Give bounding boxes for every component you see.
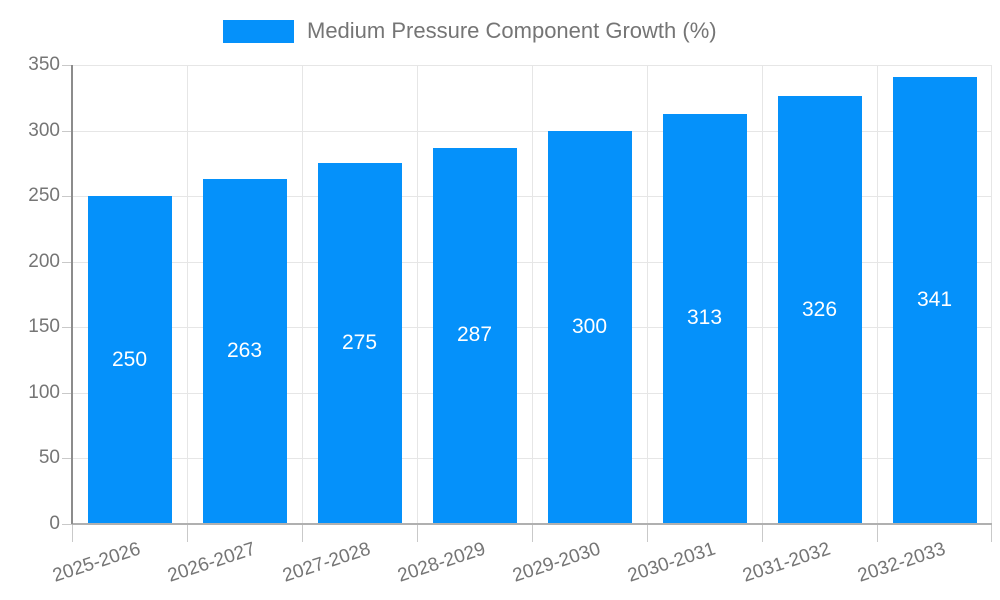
y-tick <box>62 524 72 525</box>
y-tick <box>62 131 72 132</box>
y-tick <box>62 196 72 197</box>
bar[interactable]: 326 <box>777 96 862 523</box>
v-gridline <box>877 65 878 524</box>
x-tick <box>187 524 188 542</box>
y-tick-label: 300 <box>28 120 60 141</box>
y-axis-line <box>71 65 73 524</box>
bar[interactable]: 263 <box>202 179 287 523</box>
legend-label: Medium Pressure Component Growth (%) <box>307 18 717 43</box>
bar-value-label: 275 <box>341 331 378 355</box>
x-axis-line <box>72 523 992 525</box>
legend-swatch <box>223 19 294 43</box>
bar-value-label: 250 <box>111 347 148 371</box>
bar-value-label: 300 <box>571 314 608 338</box>
v-gridline <box>532 65 533 524</box>
bar[interactable]: 313 <box>662 113 747 523</box>
y-tick-label: 50 <box>38 447 60 468</box>
y-tick-label: 350 <box>28 54 60 75</box>
bar-value-label: 287 <box>456 323 493 347</box>
bar[interactable]: 300 <box>547 130 632 523</box>
y-tick <box>62 327 72 328</box>
v-gridline <box>647 65 648 524</box>
y-tick-label: 200 <box>28 251 60 272</box>
bar-value-label: 341 <box>916 287 953 311</box>
x-tick <box>532 524 533 542</box>
x-tick <box>647 524 648 542</box>
y-tick-label: 100 <box>28 382 60 403</box>
y-tick <box>62 458 72 459</box>
x-tick <box>417 524 418 542</box>
y-tick <box>62 262 72 263</box>
v-gridline <box>187 65 188 524</box>
chart-legend: Medium Pressure Component Growth (%) <box>223 18 717 43</box>
bar[interactable]: 275 <box>317 163 402 523</box>
plot-area: 250 263 275 287 300 313 326 341 <box>62 65 992 542</box>
x-tick <box>762 524 763 542</box>
x-tick <box>302 524 303 542</box>
x-tick <box>72 524 73 542</box>
bar[interactable]: 341 <box>892 76 977 523</box>
y-tick-label: 250 <box>28 185 60 206</box>
y-tick <box>62 393 72 394</box>
v-gridline <box>302 65 303 524</box>
bar[interactable]: 287 <box>432 147 517 523</box>
y-tick <box>62 65 72 66</box>
y-tick-label: 150 <box>28 316 60 337</box>
v-gridline <box>762 65 763 524</box>
x-tick <box>877 524 878 542</box>
bar-value-label: 313 <box>686 306 723 330</box>
y-tick-label: 0 <box>49 513 60 534</box>
x-tick <box>991 524 992 542</box>
v-gridline <box>991 65 992 524</box>
bar-value-label: 263 <box>226 339 263 363</box>
bar-value-label: 326 <box>801 297 838 321</box>
bar[interactable]: 250 <box>87 196 172 523</box>
v-gridline <box>417 65 418 524</box>
